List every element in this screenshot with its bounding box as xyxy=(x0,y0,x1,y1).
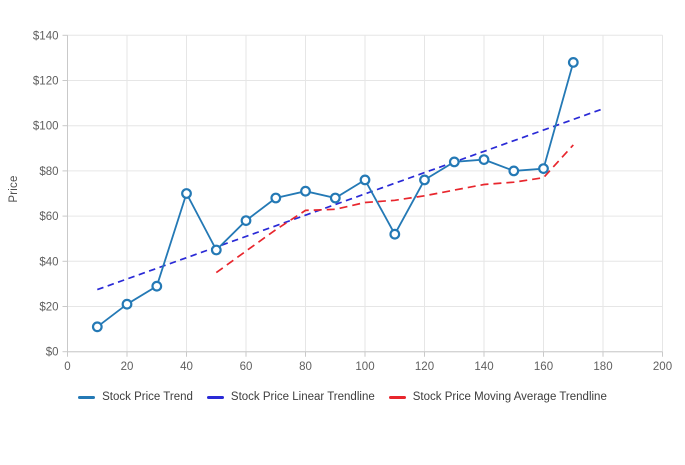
y-tick-label: $100 xyxy=(33,121,59,133)
x-tick-label: 160 xyxy=(534,361,553,373)
legend-label-linear-trendline: Stock Price Linear Trendline xyxy=(230,391,375,403)
x-tick-label: 180 xyxy=(593,361,612,373)
data-point-marker xyxy=(419,174,430,186)
data-point-marker xyxy=(121,298,133,310)
data-point-marker xyxy=(538,163,549,175)
data-point-marker xyxy=(508,165,520,177)
chart-legend: Stock Price Trend Stock Price Linear Tre… xyxy=(0,391,685,403)
y-tick-label: $80 xyxy=(39,166,58,178)
data-point-marker xyxy=(151,280,163,292)
data-point-marker xyxy=(329,192,341,204)
series-stock-price-moving-average-trendline xyxy=(215,144,574,274)
data-point-marker xyxy=(448,156,460,168)
legend-item-moving-average-trendline[interactable]: Stock Price Moving Average Trendline xyxy=(388,391,607,403)
legend-label-stock-price-trend: Stock Price Trend xyxy=(102,391,193,403)
data-point-marker xyxy=(389,228,401,240)
data-point-marker xyxy=(300,185,311,197)
data-point-marker xyxy=(240,215,252,227)
y-tick-label: $140 xyxy=(33,30,59,42)
legend-label-moving-average-trendline: Stock Price Moving Average Trendline xyxy=(412,391,607,403)
y-tick-label: $120 xyxy=(33,76,59,88)
data-point-marker xyxy=(181,188,192,199)
x-tick-label: 140 xyxy=(474,361,493,373)
stock-price-chart: 0 20 40 60 80 100 120 140 160 180 200 $0 $20 $40 $60 $8… xyxy=(33,30,672,373)
legend-item-stock-price-trend[interactable]: Stock Price Trend xyxy=(78,391,193,403)
series-stock-price-linear-trendline xyxy=(97,107,604,291)
x-tick-label: 200 xyxy=(653,361,672,373)
legend-swatch-linear-trendline xyxy=(206,395,224,399)
data-point-marker xyxy=(210,244,222,256)
x-tick-label: 100 xyxy=(355,361,374,373)
data-point-marker xyxy=(91,321,103,333)
y-tick-label: $40 xyxy=(39,256,58,268)
y-tick-label: $60 xyxy=(39,211,58,223)
x-tick-label: 120 xyxy=(415,361,434,373)
legend-item-linear-trendline[interactable]: Stock Price Linear Trendline xyxy=(206,391,375,403)
y-axis-title: Price xyxy=(8,175,20,203)
y-tick-label: $0 xyxy=(46,347,59,359)
legend-swatch-moving-average-trendline xyxy=(388,395,406,399)
data-point-marker xyxy=(270,192,282,204)
data-point-marker xyxy=(478,154,490,166)
x-tick-label: 60 xyxy=(240,361,253,373)
legend-swatch-stock-price-trend xyxy=(78,395,96,399)
y-tick-label: $20 xyxy=(39,302,58,314)
data-point-marker xyxy=(359,174,371,186)
x-tick-label: 0 xyxy=(64,361,70,373)
data-point-marker xyxy=(567,57,579,68)
x-tick-label: 40 xyxy=(180,361,193,373)
x-tick-label: 20 xyxy=(121,361,134,373)
x-tick-label: 80 xyxy=(299,361,312,373)
